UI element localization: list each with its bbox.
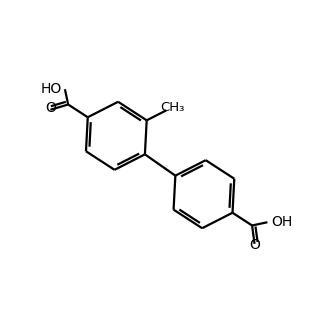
Text: CH₃: CH₃	[160, 101, 185, 114]
Text: OH: OH	[271, 215, 292, 229]
Text: O: O	[249, 239, 260, 252]
Text: O: O	[45, 101, 56, 115]
Text: HO: HO	[41, 82, 62, 96]
